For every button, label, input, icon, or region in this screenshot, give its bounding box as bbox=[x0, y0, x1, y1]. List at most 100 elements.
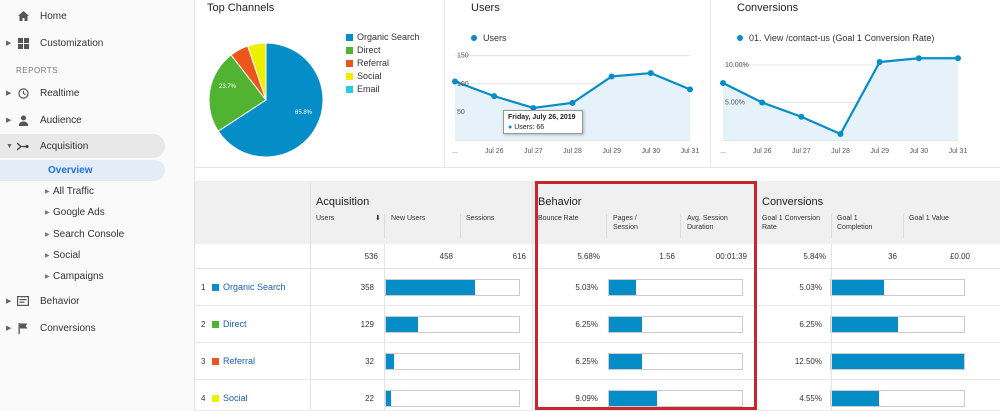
channel-link[interactable]: Organic Search bbox=[223, 282, 286, 292]
nav-realtime[interactable]: ▶ Realtime bbox=[0, 81, 165, 105]
data-point[interactable] bbox=[452, 78, 458, 85]
acquisition-icon bbox=[17, 140, 29, 152]
top-channels-card: Top Channels 23.7% 65.8% Organic Search D… bbox=[195, 0, 445, 168]
users-legend[interactable]: Users bbox=[471, 33, 507, 43]
users-chart-tooltip: Friday, July 26, 2019 ● Users: 66 bbox=[503, 110, 583, 134]
data-point[interactable] bbox=[837, 131, 844, 137]
conversions-title: Conversions bbox=[737, 2, 799, 14]
col-sessions[interactable]: Sessions bbox=[466, 215, 495, 222]
conversions-legend[interactable]: 01. View /contact-us (Goal 1 Conversion … bbox=[737, 33, 934, 43]
goal-completion-bar bbox=[830, 390, 965, 407]
pie-slice-social[interactable] bbox=[247, 42, 267, 101]
col-goal-value[interactable]: Goal 1 Value bbox=[909, 215, 949, 222]
users-line-chart[interactable]: 150 100 50... Jul 26 Jul 27 Jul 28 Jul 29 Jul 3… bbox=[445, 0, 711, 168]
data-point[interactable] bbox=[798, 113, 805, 120]
x-tick-label: Jul 26 bbox=[753, 148, 772, 155]
sort-desc-icon[interactable]: ⬇ bbox=[375, 215, 381, 222]
data-point[interactable] bbox=[569, 99, 576, 106]
nav-overview[interactable]: Overview bbox=[0, 160, 165, 181]
y-tick-label: 100 bbox=[457, 81, 469, 88]
tooltip-value: ● Users: 66 bbox=[508, 124, 545, 131]
nav-behavior[interactable]: ▶ Behavior bbox=[0, 289, 165, 313]
col-users[interactable]: Users bbox=[316, 214, 334, 223]
col-avg-duration[interactable]: Avg. Session Duration bbox=[687, 215, 728, 231]
col-bounce-rate[interactable]: Bounce Rate bbox=[538, 215, 579, 222]
group-conversions: Conversions bbox=[762, 196, 824, 208]
nav-acquisition[interactable]: ▼ Acquisition bbox=[0, 134, 165, 158]
data-point[interactable] bbox=[759, 99, 766, 106]
nav-conversions[interactable]: ▶ Conversions bbox=[0, 316, 165, 340]
goal-completion-bar bbox=[830, 279, 965, 296]
conversions-line-chart[interactable]: 10.00% 5.00%... Jul 26 Jul 27 Jul 28 Jul 29 Ju… bbox=[711, 0, 1000, 168]
data-point[interactable] bbox=[876, 59, 883, 65]
channel-swatch bbox=[212, 321, 219, 328]
caret-right-icon: ▶ bbox=[6, 298, 12, 305]
legend-direct[interactable]: Direct bbox=[346, 45, 381, 55]
col-goal-rate[interactable]: Goal 1 Conversion Rate bbox=[762, 215, 820, 231]
x-tick-label: Jul 27 bbox=[792, 148, 811, 155]
nav-search-console[interactable]: ▶ Search Console bbox=[0, 224, 165, 245]
series-area bbox=[723, 58, 958, 140]
bar-fill bbox=[831, 354, 964, 369]
legend-social[interactable]: Social bbox=[346, 71, 382, 81]
col-new-users[interactable]: New Users bbox=[391, 215, 426, 222]
data-point[interactable] bbox=[530, 104, 537, 111]
nav-google-ads[interactable]: ▶ Google Ads bbox=[0, 202, 165, 223]
row-number: 4 bbox=[201, 394, 206, 403]
nav-customization[interactable]: ▶ Customization bbox=[0, 31, 165, 55]
data-point[interactable] bbox=[491, 93, 498, 100]
new-users-bar bbox=[385, 279, 520, 296]
col-users-label: Users bbox=[316, 215, 335, 222]
new-users-bar bbox=[385, 390, 520, 407]
group-acquisition: Acquisition bbox=[316, 196, 370, 208]
col-pages-session[interactable]: Pages / Session bbox=[613, 215, 638, 231]
channel-link[interactable]: Social bbox=[223, 393, 248, 403]
legend-swatch bbox=[346, 72, 353, 80]
nav-audience[interactable]: ▶ Audience bbox=[0, 108, 165, 132]
pie-slice-direct[interactable] bbox=[208, 54, 267, 132]
data-point[interactable] bbox=[955, 55, 961, 62]
table-row: 3 Referral 32 6.25% 12.50% bbox=[195, 343, 1000, 380]
conversions-card: Conversions 01. View /contact-us (Goal 1… bbox=[711, 0, 1000, 168]
pie-label-direct: 23.7% bbox=[219, 84, 237, 90]
caret-right-icon: ▶ bbox=[6, 325, 12, 332]
top-channels-pie[interactable]: 23.7% 65.8% bbox=[206, 40, 326, 160]
data-point[interactable] bbox=[687, 86, 693, 93]
nav-audience-label: Audience bbox=[40, 114, 82, 126]
table-row: 1 Organic Search 358 5.03% 5.03% bbox=[195, 269, 1000, 306]
table-row: 2 Direct 129 6.25% 6.25% bbox=[195, 306, 1000, 343]
channel-swatch bbox=[212, 358, 219, 365]
channel-link[interactable]: Direct bbox=[223, 319, 247, 329]
legend-swatch bbox=[346, 59, 353, 67]
person-icon bbox=[17, 114, 29, 126]
col-goal-completion[interactable]: Goal 1 Completion bbox=[837, 215, 873, 231]
users-title: Users bbox=[471, 2, 500, 14]
legend-referral[interactable]: Referral bbox=[346, 58, 389, 68]
x-tick-label: ... bbox=[720, 148, 726, 155]
data-point[interactable] bbox=[915, 55, 922, 62]
data-point[interactable] bbox=[720, 80, 726, 86]
channel-link[interactable]: Referral bbox=[223, 356, 256, 366]
legend-swatch bbox=[346, 46, 353, 54]
bar-fill bbox=[831, 391, 879, 406]
legend-swatch bbox=[346, 85, 353, 93]
nav-all-traffic[interactable]: ▶ All Traffic bbox=[0, 181, 165, 202]
nav-home[interactable]: Home bbox=[0, 4, 165, 28]
data-point[interactable] bbox=[608, 73, 615, 80]
pages-session-bar bbox=[608, 279, 743, 296]
nav-social[interactable]: ▶ Social bbox=[0, 245, 165, 266]
users-card: Users Users 150 100 50... Jul 26 Jul 27 Jul 2… bbox=[445, 0, 711, 168]
sidebar-nav: Home ▶ Customization REPORTS ▶ Realtime … bbox=[0, 0, 195, 411]
new-users-bar bbox=[385, 316, 520, 333]
y-tick-label: 5.00% bbox=[725, 100, 745, 107]
x-tick-label: Jul 31 bbox=[949, 148, 968, 155]
pie-slice-organic-search[interactable] bbox=[217, 42, 324, 158]
x-tick-label: Jul 26 bbox=[485, 148, 504, 155]
clock-icon bbox=[17, 87, 29, 99]
nav-campaigns[interactable]: ▶ Campaigns bbox=[0, 266, 165, 287]
legend-organic-search[interactable]: Organic Search bbox=[346, 32, 420, 42]
caret-right-icon: ▶ bbox=[45, 253, 50, 259]
channel-swatch bbox=[212, 284, 219, 291]
legend-email[interactable]: Email bbox=[346, 84, 380, 94]
data-point[interactable] bbox=[647, 70, 654, 77]
